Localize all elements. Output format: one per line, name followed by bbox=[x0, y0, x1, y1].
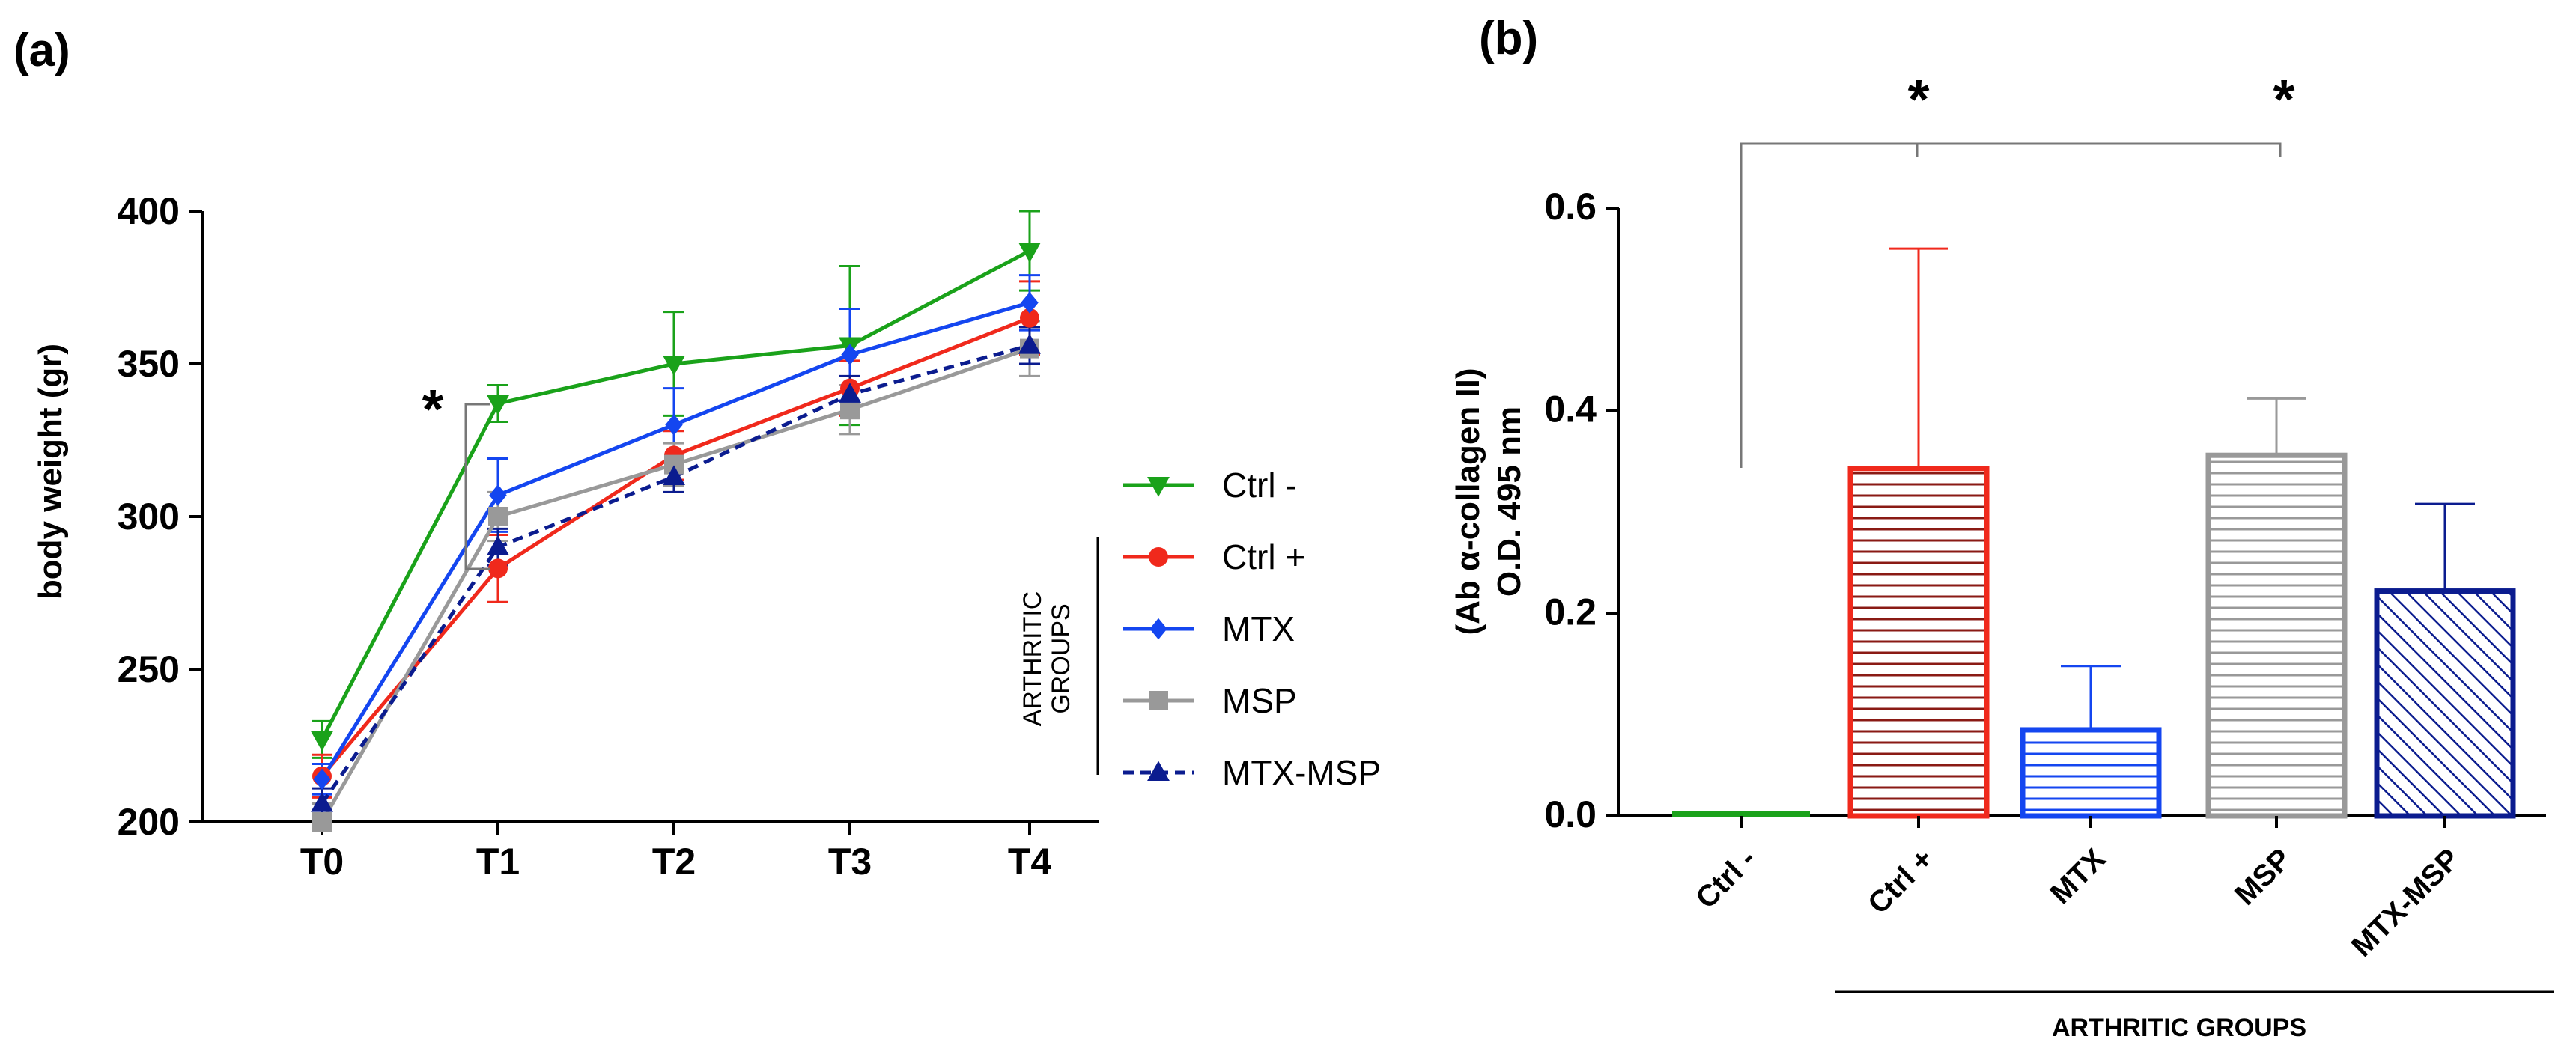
data-point-mtx bbox=[313, 768, 331, 790]
panel-a-x-tick-label: T3 bbox=[828, 841, 872, 883]
legend-label-ctrl: Ctrl - bbox=[1222, 466, 1297, 505]
panel-b-y-axis-label-line1: (Ab α-collagen II) bbox=[1450, 368, 1486, 635]
legend-label-mtx-msp: MTX-MSP bbox=[1222, 753, 1381, 792]
panel-b-bars bbox=[1672, 247, 2516, 819]
panel-b-significance-bracket bbox=[1740, 142, 2282, 468]
panel-a-y-ticks: 200 250 300 350 400 bbox=[118, 190, 202, 843]
bar-ctrl bbox=[1672, 811, 1810, 817]
panel-b-y-tick-label: 0.0 bbox=[1544, 793, 1597, 835]
data-point-ctrl bbox=[1018, 242, 1041, 263]
panel-a-y-tick-label: 250 bbox=[118, 648, 180, 690]
panel-b-label: (b) bbox=[1479, 13, 1538, 64]
legend-group-label-line1: ARTHRITIC bbox=[1018, 591, 1047, 727]
panel-a-significance: * bbox=[422, 378, 490, 570]
data-point-mtx-msp bbox=[663, 465, 685, 486]
panel-b-significance: * * bbox=[1740, 68, 2295, 468]
panel-b-y-tick-label: 0.2 bbox=[1544, 591, 1597, 633]
legend-marker-mtx bbox=[1149, 618, 1167, 640]
data-point-msp bbox=[312, 812, 332, 832]
panel-b-x-tick-label: MTX-MSP bbox=[2345, 842, 2467, 963]
data-point-msp bbox=[840, 400, 860, 420]
panel-b-x-tick-label: Ctrl - bbox=[1689, 842, 1762, 915]
panel-a-x-tick-label: T0 bbox=[300, 841, 344, 883]
panel-b-x-tick-label: MSP bbox=[2229, 842, 2297, 911]
data-point-mtx bbox=[489, 484, 507, 506]
panel-b-bar-chart: (b) (Ab α-collagen II) O.D. 495 nm 0.00.… bbox=[1450, 13, 2554, 1042]
data-point-mtx-msp bbox=[839, 383, 861, 403]
legend-marker-ctrl bbox=[1149, 547, 1168, 567]
data-point-ctrl bbox=[311, 731, 333, 752]
panel-b-y-tick-label: 0.4 bbox=[1544, 389, 1597, 430]
arthritic-groups-label: ARTHRITIC GROUPS bbox=[2052, 1014, 2306, 1042]
panel-a-y-axis-label: body weight (gr) bbox=[32, 344, 69, 600]
data-point-mtx bbox=[1021, 292, 1039, 314]
data-point-ctrl bbox=[1020, 308, 1039, 328]
series-line-mtx bbox=[320, 300, 1030, 781]
panel-b-y-tick-label: 0.6 bbox=[1544, 186, 1597, 228]
bar-msp bbox=[2205, 452, 2348, 819]
panel-a-x-tick-label: T1 bbox=[476, 841, 520, 883]
panel-a-y-tick-label: 350 bbox=[118, 343, 180, 385]
data-point-mtx-msp bbox=[311, 791, 333, 812]
bar-ctrl bbox=[1847, 466, 1990, 819]
legend-group-label-line2: GROUPS bbox=[1047, 603, 1075, 713]
panel-a-axes bbox=[201, 211, 1099, 823]
panel-a-series-markers bbox=[311, 242, 1041, 832]
series-line-ctrl bbox=[320, 249, 1031, 740]
panel-b-y-axis-label-line2: O.D. 495 nm bbox=[1491, 406, 1528, 597]
data-point-mtx bbox=[665, 414, 683, 436]
panel-a-y-tick-label: 300 bbox=[118, 496, 180, 537]
legend-label-mtx: MTX bbox=[1222, 609, 1295, 648]
data-point-ctrl bbox=[488, 558, 508, 579]
legend-label-msp: MSP bbox=[1222, 681, 1297, 720]
data-point-ctrl bbox=[663, 355, 685, 376]
data-point-ctrl bbox=[487, 395, 509, 415]
panel-a-x-tick-label: T4 bbox=[1008, 841, 1052, 883]
data-point-msp bbox=[488, 507, 508, 526]
bar-mtx bbox=[2020, 727, 2162, 819]
panel-b-significance-star-1: * bbox=[1908, 68, 1930, 130]
panel-a-legend: ARTHRITIC GROUPS Ctrl - Ctrl + MTX MSP MTX-M… bbox=[1018, 466, 1381, 792]
panel-a-y-tick-label: 200 bbox=[118, 801, 180, 843]
panel-b-arthritic-groups: ARTHRITIC GROUPS bbox=[1835, 990, 2554, 1042]
legend-label-ctrl: Ctrl + bbox=[1222, 537, 1305, 576]
bar-mtx-msp bbox=[2374, 588, 2516, 819]
panel-b-x-tick-label: MTX bbox=[2044, 842, 2112, 910]
panel-b-x-ticks: Ctrl - Ctrl + MTX MSP MTX-MSP bbox=[1689, 816, 2466, 963]
panel-a-x-ticks: T0 T1 T2 T3 T4 bbox=[300, 822, 1052, 883]
panel-b-y-ticks: 0.0 0.2 0.4 0.6 bbox=[1544, 186, 1619, 835]
legend-marker-msp bbox=[1149, 691, 1168, 710]
data-point-mtx bbox=[841, 344, 859, 366]
panel-a-x-tick-label: T2 bbox=[652, 841, 696, 883]
panel-a-label: (a) bbox=[13, 25, 70, 76]
panel-b-significance-star-2: * bbox=[2273, 68, 2295, 130]
data-point-mtx-msp bbox=[487, 535, 509, 555]
legend-marker-mtx-msp bbox=[1147, 761, 1170, 782]
panel-a-significance-star: * bbox=[422, 378, 444, 440]
panel-b-x-tick-label: Ctrl + bbox=[1862, 842, 1939, 920]
panel-a-series-lines bbox=[320, 249, 1031, 823]
panel-a-significance-bracket bbox=[464, 403, 490, 570]
panel-a-y-tick-label: 400 bbox=[118, 190, 180, 232]
legend-marker-ctrl bbox=[1147, 476, 1170, 497]
data-point-mtx-msp bbox=[1018, 333, 1041, 354]
